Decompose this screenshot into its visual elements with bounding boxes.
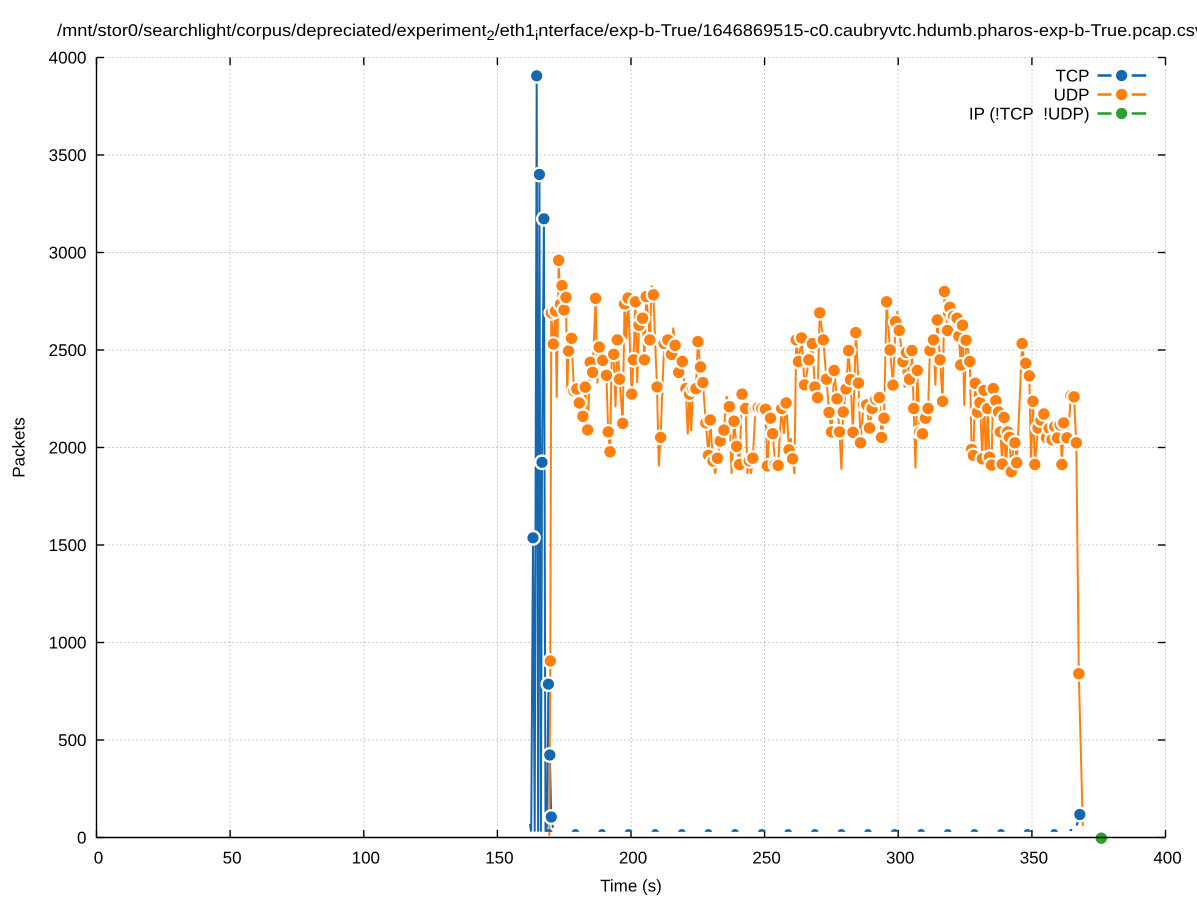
svg-text:400: 400: [1153, 849, 1181, 868]
svg-text:300: 300: [886, 849, 914, 868]
svg-text:500: 500: [58, 731, 86, 750]
svg-text:2500: 2500: [49, 341, 87, 360]
svg-text:250: 250: [752, 849, 780, 868]
svg-text:UDP: UDP: [1054, 86, 1090, 105]
svg-text:350: 350: [1020, 849, 1048, 868]
svg-text:0: 0: [94, 849, 103, 868]
svg-text:/mnt/stor0/searchlight/corpus/: /mnt/stor0/searchlight/corpus/depreciate…: [57, 21, 392, 40]
svg-text:1500: 1500: [49, 536, 87, 555]
svg-text:3500: 3500: [49, 146, 87, 165]
svg-text:Packets: Packets: [10, 417, 29, 477]
svg-text:2000: 2000: [49, 439, 87, 458]
svg-text:100: 100: [352, 849, 380, 868]
svg-text:1000: 1000: [49, 634, 87, 653]
svg-text:Time (s): Time (s): [600, 877, 662, 896]
svg-text:3000: 3000: [49, 244, 87, 263]
svg-text:0: 0: [77, 829, 86, 848]
svg-text:150: 150: [485, 849, 513, 868]
svg-text:200: 200: [619, 849, 647, 868]
svg-text:TCP: TCP: [1056, 67, 1090, 86]
svg-text:50: 50: [223, 849, 242, 868]
svg-text:IP (!TCP !UDP): IP (!TCP !UDP): [969, 105, 1090, 124]
svg-text:4000: 4000: [49, 49, 87, 68]
